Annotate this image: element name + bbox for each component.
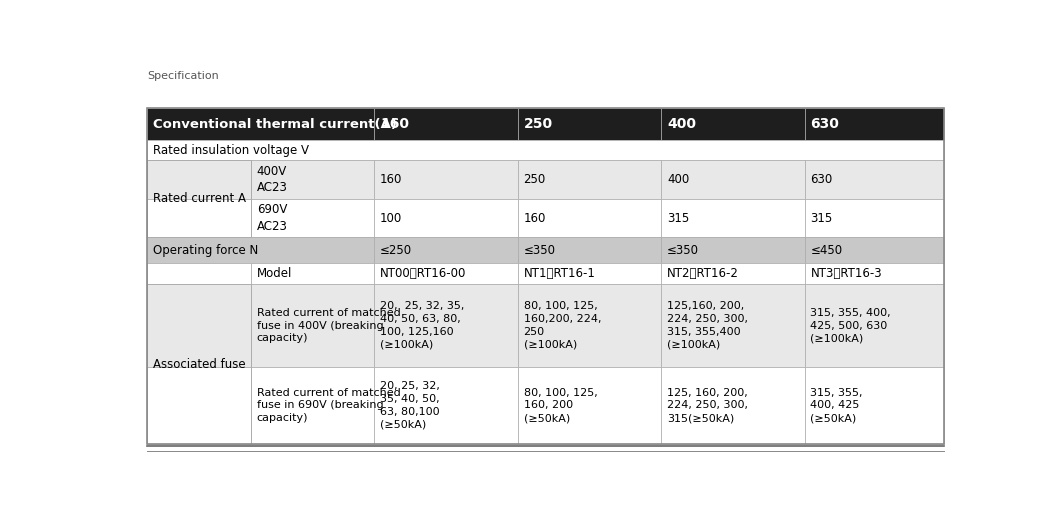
Text: 400: 400: [667, 173, 689, 186]
Bar: [251, 284, 374, 367]
Bar: [147, 108, 374, 140]
Bar: [518, 199, 661, 238]
Bar: [147, 160, 251, 238]
Bar: [661, 108, 805, 140]
Bar: [251, 263, 374, 284]
Bar: [518, 263, 661, 284]
Bar: [661, 199, 805, 238]
Bar: [147, 199, 251, 238]
Text: 315: 315: [667, 212, 689, 225]
Bar: [661, 160, 805, 199]
Bar: [147, 160, 251, 199]
Text: NT00、RT16-00: NT00、RT16-00: [381, 267, 466, 280]
Bar: [805, 238, 944, 263]
Bar: [147, 263, 251, 284]
Bar: [518, 238, 661, 263]
Bar: [661, 284, 805, 367]
Bar: [374, 367, 518, 444]
Bar: [805, 367, 944, 444]
Text: Associated fuse: Associated fuse: [153, 358, 246, 371]
Text: 20, 25, 32,
35, 40, 50,
63, 80,100
(≥50kA): 20, 25, 32, 35, 40, 50, 63, 80,100 (≥50k…: [381, 381, 440, 430]
Text: 400V
AC23: 400V AC23: [257, 165, 287, 194]
Text: 315, 355,
400, 425
(≥50kA): 315, 355, 400, 425 (≥50kA): [811, 388, 863, 423]
Bar: [147, 263, 251, 284]
Bar: [147, 367, 251, 444]
Text: 250: 250: [524, 117, 552, 131]
Text: Rated current of matched
fuse in 690V (breaking
capacity): Rated current of matched fuse in 690V (b…: [257, 388, 401, 423]
Text: 125, 160, 200,
224, 250, 300,
315(≥50kA): 125, 160, 200, 224, 250, 300, 315(≥50kA): [667, 388, 748, 423]
Text: 690V
AC23: 690V AC23: [257, 203, 287, 233]
Text: NT2、RT16-2: NT2、RT16-2: [667, 267, 739, 280]
Bar: [518, 160, 661, 199]
Text: 160: 160: [381, 117, 409, 131]
Text: NT3、RT16-3: NT3、RT16-3: [811, 267, 882, 280]
Bar: [147, 140, 944, 160]
Bar: [147, 284, 251, 367]
Bar: [374, 238, 518, 263]
Text: 630: 630: [811, 173, 833, 186]
Text: Operating force N: Operating force N: [153, 243, 259, 256]
Bar: [661, 263, 805, 284]
Bar: [374, 284, 518, 367]
Bar: [518, 108, 661, 140]
Bar: [805, 160, 944, 199]
Bar: [661, 367, 805, 444]
Bar: [147, 160, 251, 199]
Text: Rated insulation voltage V: Rated insulation voltage V: [153, 144, 310, 157]
Text: 400: 400: [667, 117, 696, 131]
Text: ≤450: ≤450: [811, 243, 843, 256]
Text: Specification: Specification: [147, 71, 219, 81]
Text: 20,  25, 32, 35,
40, 50, 63, 80,
100, 125,160
(≥100kA): 20, 25, 32, 35, 40, 50, 63, 80, 100, 125…: [381, 302, 464, 350]
Bar: [147, 284, 251, 367]
Bar: [147, 108, 944, 444]
Text: Conventional thermal current(A): Conventional thermal current(A): [153, 118, 398, 131]
Bar: [374, 199, 518, 238]
Text: 80, 100, 125,
160,200, 224,
250
(≥100kA): 80, 100, 125, 160,200, 224, 250 (≥100kA): [524, 302, 601, 350]
Bar: [374, 108, 518, 140]
Text: 160: 160: [524, 212, 546, 225]
Text: 630: 630: [811, 117, 840, 131]
Text: 315, 355, 400,
425, 500, 630
(≥100kA): 315, 355, 400, 425, 500, 630 (≥100kA): [811, 308, 891, 344]
Bar: [251, 199, 374, 238]
Bar: [661, 238, 805, 263]
Text: Rated current of matched
fuse in 400V (breaking
capacity): Rated current of matched fuse in 400V (b…: [257, 308, 401, 344]
Text: NT1、RT16-1: NT1、RT16-1: [524, 267, 596, 280]
Text: ≤350: ≤350: [667, 243, 699, 256]
Bar: [374, 263, 518, 284]
Bar: [251, 160, 374, 199]
Text: Rated current A: Rated current A: [153, 193, 246, 206]
Bar: [518, 284, 661, 367]
Bar: [805, 284, 944, 367]
Bar: [518, 367, 661, 444]
Bar: [147, 367, 251, 444]
Bar: [147, 238, 374, 263]
Bar: [805, 108, 944, 140]
Bar: [251, 367, 374, 444]
Text: 315: 315: [811, 212, 833, 225]
Text: 80, 100, 125,
160, 200
(≥50kA): 80, 100, 125, 160, 200 (≥50kA): [524, 388, 598, 423]
Bar: [805, 263, 944, 284]
Text: 160: 160: [381, 173, 403, 186]
Bar: [374, 160, 518, 199]
Bar: [147, 199, 251, 238]
Text: 100: 100: [381, 212, 403, 225]
Text: 250: 250: [524, 173, 546, 186]
Text: ≤250: ≤250: [381, 243, 412, 256]
Bar: [805, 199, 944, 238]
Text: 125,160, 200,
224, 250, 300,
315, 355,400
(≥100kA): 125,160, 200, 224, 250, 300, 315, 355,40…: [667, 302, 748, 350]
Bar: [147, 284, 251, 444]
Text: Model: Model: [257, 267, 292, 280]
Text: ≤350: ≤350: [524, 243, 555, 256]
